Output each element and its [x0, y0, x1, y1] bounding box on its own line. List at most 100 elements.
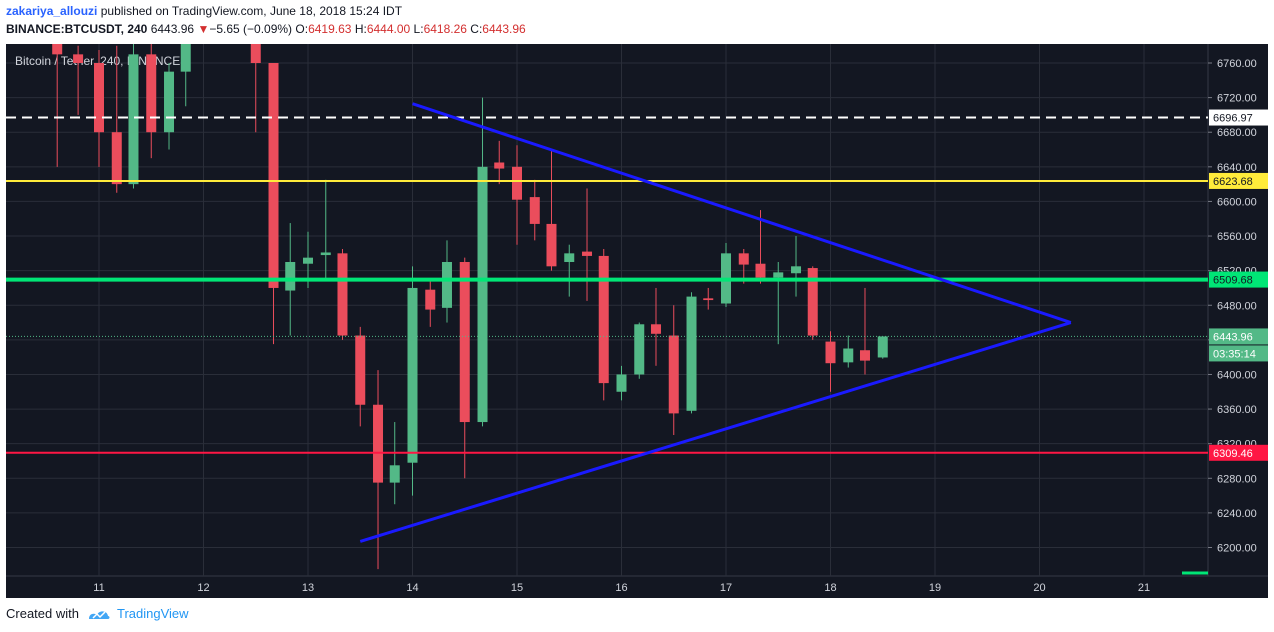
- plot-area: Bitcoin / Tether, 240, BINANCE: [6, 44, 1208, 575]
- candle-down: [52, 44, 63, 55]
- y-tick-label: 6560.00: [1217, 231, 1257, 243]
- candle-up: [389, 465, 400, 483]
- x-tick-label: 13: [302, 582, 314, 594]
- x-tick-label: 11: [93, 582, 104, 594]
- low-label: L:: [413, 22, 424, 36]
- candle-up: [843, 348, 854, 363]
- level-price-tag-bg: [1209, 444, 1268, 461]
- close-value: 6443.96: [482, 22, 526, 36]
- down-arrow-icon: ▼: [197, 22, 210, 36]
- tradingview-link[interactable]: TradingView: [87, 606, 189, 621]
- last-price-tag-bg: [1209, 328, 1268, 345]
- last-price-tag: 6443.96: [1213, 331, 1253, 343]
- candle-up: [773, 272, 784, 278]
- ohlc-info: BINANCE:BTCUSDT, 240 6443.96 ▼−5.65 (−0.…: [6, 22, 526, 36]
- candle-down: [250, 44, 261, 63]
- candle-down: [512, 166, 522, 200]
- y-tick-label: 6240.00: [1217, 508, 1257, 520]
- close-label: C:: [470, 22, 483, 36]
- candle-down: [598, 255, 609, 384]
- candle-up: [477, 166, 488, 423]
- level-price-tag-bg: [1209, 271, 1268, 288]
- x-tick-label: 18: [824, 582, 836, 594]
- candle-up: [407, 287, 418, 463]
- candle-down: [73, 54, 84, 63]
- y-tick-label: 6600.00: [1217, 196, 1257, 208]
- y-tick-label: 6400.00: [1217, 369, 1257, 381]
- candle-down: [825, 341, 836, 364]
- x-tick-label: 12: [197, 582, 209, 594]
- candle-up: [180, 44, 191, 72]
- y-tick-label: 6760.00: [1217, 58, 1257, 70]
- y-tick-label: 6640.00: [1217, 162, 1257, 174]
- candle-up: [164, 71, 175, 133]
- candle-down: [738, 253, 749, 265]
- x-tick-label: 21: [1138, 582, 1150, 594]
- candle-down: [755, 263, 766, 278]
- candle-up: [441, 261, 452, 308]
- candle-down: [546, 223, 557, 267]
- candle-down: [355, 335, 366, 405]
- candle-up: [791, 266, 802, 274]
- candle-up: [686, 296, 697, 411]
- y-tick-label: 6360.00: [1217, 404, 1257, 416]
- candle-down: [337, 253, 348, 336]
- y-tick-label: 6200.00: [1217, 543, 1257, 555]
- low-value: 6418.26: [423, 22, 467, 36]
- candle-down: [859, 350, 870, 361]
- footer: Created with TradingView: [6, 606, 189, 621]
- trendline: [359, 321, 1072, 543]
- candle-down: [146, 54, 157, 133]
- y-tick-label: 6680.00: [1217, 127, 1257, 139]
- x-tick-label: 16: [615, 582, 627, 594]
- candle-down: [650, 324, 661, 334]
- last-price: 6443.96: [150, 22, 195, 36]
- publish-info: zakariya_allouzi published on TradingVie…: [6, 4, 402, 18]
- candle-down: [425, 289, 436, 310]
- price-change: −5.65 (−0.09%): [209, 22, 293, 36]
- candle-down: [94, 63, 104, 133]
- level-price-tag: 6696.97: [1213, 113, 1253, 125]
- price-axis-background: [1208, 44, 1268, 576]
- candle-up: [320, 252, 331, 256]
- candle-down: [807, 268, 818, 336]
- x-tick-label: 15: [511, 582, 523, 594]
- level-price-tag: 6623.68: [1213, 176, 1253, 188]
- candle-up: [634, 324, 645, 375]
- level-price-tag-bg: [1209, 172, 1268, 189]
- author-link[interactable]: zakariya_allouzi: [6, 4, 98, 18]
- candle-up: [564, 253, 575, 262]
- y-tick-label: 6280.00: [1217, 473, 1257, 485]
- x-tick-label: 20: [1033, 582, 1045, 594]
- x-tick-label: 14: [406, 582, 418, 594]
- candle-up: [285, 261, 296, 291]
- candle-down: [494, 162, 505, 169]
- candle-up: [616, 374, 627, 392]
- open-label: O:: [295, 22, 309, 36]
- published-text: published on TradingView.com, June 18, 2…: [100, 4, 403, 18]
- candle-down: [459, 261, 470, 423]
- countdown-tag-bg: [1209, 345, 1268, 362]
- y-tick-label: 6720.00: [1217, 93, 1257, 105]
- candle-down: [529, 197, 540, 224]
- level-price-tag-bg: [1209, 109, 1268, 126]
- chart-title: Bitcoin / Tether, 240, BINANCE: [15, 54, 180, 68]
- open-value: 6419.63: [308, 22, 352, 36]
- tradingview-brand: TradingView: [116, 606, 189, 621]
- candle-down: [268, 63, 279, 288]
- y-tick-label: 6480.00: [1217, 300, 1257, 312]
- countdown-tag: 03:35:14: [1213, 348, 1256, 360]
- candle-up: [128, 54, 139, 185]
- candle-up: [877, 336, 888, 358]
- trendline: [412, 102, 1072, 324]
- candle-down: [668, 335, 679, 414]
- candle-down: [703, 298, 714, 301]
- high-value: 6444.00: [366, 22, 411, 36]
- symbol-label: BINANCE:BTCUSDT, 240: [6, 22, 148, 36]
- tradingview-logo-icon: [88, 610, 110, 619]
- created-with-text: Created with: [6, 606, 79, 621]
- candle-down: [582, 251, 593, 256]
- time-axis-background: [6, 576, 1268, 598]
- level-price-tag: 6509.68: [1213, 275, 1253, 287]
